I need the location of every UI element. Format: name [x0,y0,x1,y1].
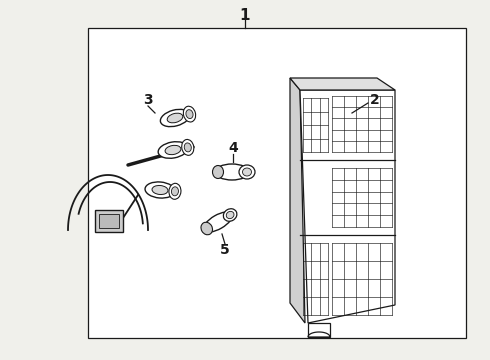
Ellipse shape [172,187,178,196]
Ellipse shape [169,183,181,199]
Ellipse shape [167,113,183,123]
Ellipse shape [184,143,191,152]
Ellipse shape [204,212,232,232]
Text: 4: 4 [228,141,238,155]
Ellipse shape [239,165,255,179]
Polygon shape [308,332,330,337]
Bar [95,210,123,232]
Polygon shape [290,78,305,323]
Ellipse shape [158,142,188,158]
Ellipse shape [165,145,181,155]
Text: 3: 3 [143,93,153,107]
Ellipse shape [182,139,194,156]
Ellipse shape [152,185,168,194]
Ellipse shape [201,222,213,235]
Text: 5: 5 [220,243,230,257]
Text: 1: 1 [240,8,250,23]
Ellipse shape [226,211,234,219]
Polygon shape [290,78,395,90]
Ellipse shape [223,209,237,221]
Text: 2: 2 [370,93,380,107]
Polygon shape [308,323,330,337]
Polygon shape [300,90,395,323]
Ellipse shape [145,182,175,198]
Ellipse shape [243,168,251,176]
Ellipse shape [213,166,223,179]
Ellipse shape [215,164,249,180]
Ellipse shape [160,109,190,127]
Bar [99,214,119,228]
Ellipse shape [186,110,193,118]
Bar [88,28,466,338]
Ellipse shape [183,106,196,122]
